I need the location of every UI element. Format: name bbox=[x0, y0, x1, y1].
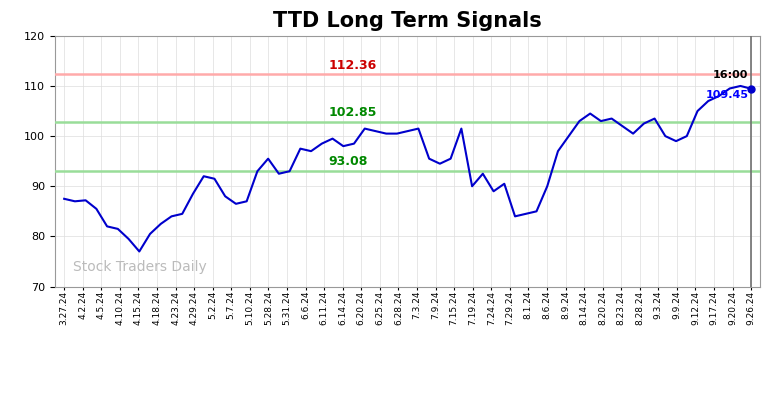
Text: 16:00: 16:00 bbox=[713, 70, 749, 80]
Title: TTD Long Term Signals: TTD Long Term Signals bbox=[274, 12, 542, 31]
Text: 102.85: 102.85 bbox=[328, 106, 377, 119]
Text: Stock Traders Daily: Stock Traders Daily bbox=[74, 260, 207, 274]
Text: 109.45: 109.45 bbox=[706, 90, 749, 100]
Text: 112.36: 112.36 bbox=[328, 59, 377, 72]
Text: 93.08: 93.08 bbox=[328, 155, 368, 168]
